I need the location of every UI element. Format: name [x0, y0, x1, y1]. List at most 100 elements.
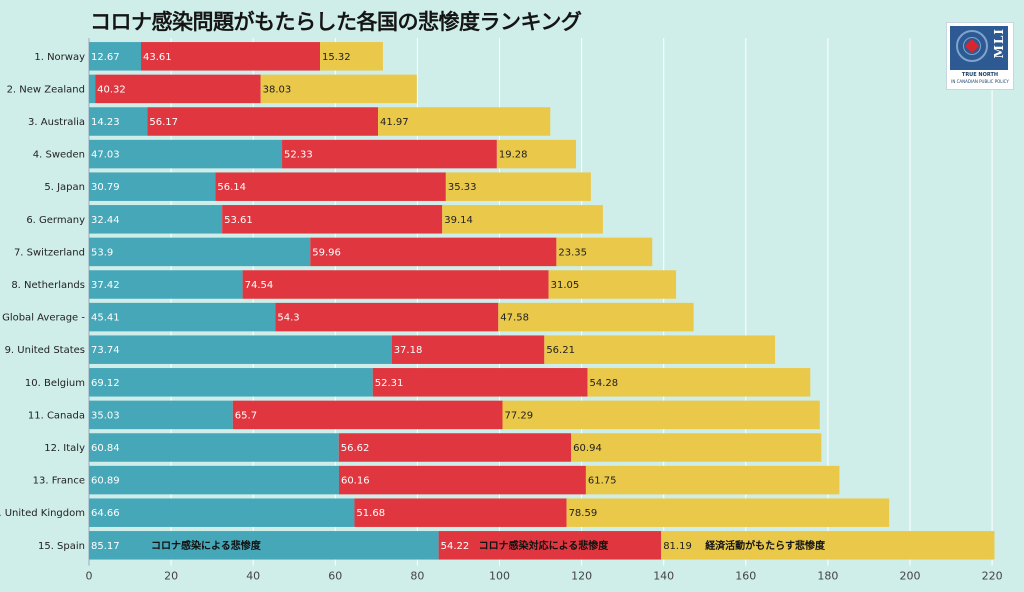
value-label: 12.67 [91, 52, 120, 63]
bar-segment [275, 302, 499, 332]
category-label: 10. Belgium [25, 378, 85, 389]
bar-segment [442, 205, 603, 234]
x-tick-label: 120 [571, 570, 592, 583]
bar-segment [338, 433, 572, 462]
page-title: コロナ感染問題がもたらした各国の悲惨度ランキング [90, 10, 582, 34]
value-label: 60.16 [341, 476, 370, 487]
category-label: 3. Australia [28, 117, 85, 128]
value-label: 61.75 [588, 476, 617, 487]
bar-segment [260, 74, 417, 104]
bar-segment [89, 237, 311, 267]
value-label: 38.03 [263, 84, 292, 95]
bar-segment [585, 465, 840, 495]
bar-segment [661, 531, 995, 560]
value-label: 56.62 [341, 443, 370, 454]
x-axis: 0 20 40 60 80 100 120 140 160 180 200 220 [86, 570, 1003, 583]
value-label: 56.14 [217, 182, 246, 193]
value-label: 81.19 [663, 541, 692, 552]
bar-segment [310, 237, 557, 267]
bar-segment [89, 139, 283, 169]
value-label: 69.12 [91, 378, 120, 389]
bar-segment [89, 531, 439, 560]
category-label: 4. Sweden [33, 150, 85, 161]
category-label: 15. Spain [38, 541, 85, 552]
value-label: 59.96 [312, 247, 341, 258]
value-label: 41.97 [380, 117, 409, 128]
legend-entry: 経済活動がもたらす悲惨度 [705, 539, 826, 552]
bar-segment [566, 498, 890, 527]
value-label: 73.74 [91, 345, 120, 356]
category-label: 7. Switzerland [14, 247, 85, 258]
value-label: 45.41 [91, 313, 120, 324]
value-label: 43.61 [143, 52, 172, 63]
value-label: 78.59 [569, 508, 598, 519]
value-label: 35.33 [448, 182, 477, 193]
bar-segment [89, 172, 216, 201]
value-label: 30.79 [91, 182, 120, 193]
x-tick-label: 140 [653, 570, 674, 583]
value-label: 19.28 [499, 150, 528, 161]
bar-segment [95, 74, 261, 104]
bar-segment [354, 498, 567, 527]
value-label: 37.42 [91, 280, 120, 291]
value-label: 40.32 [97, 84, 126, 95]
value-label: 15.32 [322, 52, 351, 63]
logo-subtagline: IN CANADIAN PUBLIC POLICY [951, 79, 1009, 84]
bar-segment [89, 270, 243, 299]
bar-segment [282, 139, 497, 169]
x-tick-label: 160 [735, 570, 756, 583]
value-label: 37.18 [394, 345, 423, 356]
bar-segment [89, 205, 223, 234]
logo-tagline: TRUE NORTH [961, 72, 999, 78]
value-label: 54.28 [589, 378, 618, 389]
category-label: 8. Netherlands [11, 280, 85, 291]
legend-entry: コロナ感染による悲惨度 [151, 539, 262, 552]
bar-segment [445, 172, 591, 201]
bar-segment [89, 465, 339, 495]
x-tick-label: 0 [86, 570, 93, 583]
bar-segment [377, 107, 551, 136]
bar-segment [141, 42, 321, 71]
bar-segment [89, 335, 392, 364]
bar-segment [338, 465, 586, 495]
value-label: 54.22 [441, 541, 470, 552]
mli-logo: MLI TRUE NORTH IN CANADIAN PUBLIC POLICY [946, 22, 1014, 90]
value-label: 39.14 [444, 215, 473, 226]
value-label: 65.7 [235, 410, 257, 421]
compass-rose-icon: MLI [950, 26, 1008, 70]
bar-segment [372, 368, 588, 397]
x-tick-label: 200 [900, 570, 921, 583]
value-label: 23.35 [558, 247, 587, 258]
value-label: 77.29 [504, 410, 533, 421]
bar-segment [222, 205, 443, 234]
bar-segment [548, 270, 677, 299]
labels: 1. Norway 12.67 43.61 15.32 2. New Zealand 40… [0, 52, 826, 552]
category-label: - Global Average - [0, 313, 85, 324]
category-label: 13. France [33, 476, 85, 487]
bar-segment [391, 335, 545, 364]
x-tick-label: 40 [246, 570, 260, 583]
bar-segment [498, 302, 694, 332]
bar-segment [502, 400, 820, 430]
bar-segment [89, 302, 276, 332]
value-label: 51.68 [356, 508, 385, 519]
category-label: 5. Japan [44, 182, 85, 193]
value-label: 60.94 [573, 443, 602, 454]
bar-segment [587, 368, 811, 397]
category-label: 11. Canada [28, 410, 85, 421]
category-label: 2. New Zealand [7, 84, 85, 95]
value-label: 53.9 [91, 247, 113, 258]
value-label: 32.44 [91, 215, 120, 226]
value-label: 56.17 [149, 117, 178, 128]
value-label: 52.33 [284, 150, 313, 161]
category-label: 14. United Kingdom [0, 508, 85, 519]
value-label: 85.17 [91, 541, 120, 552]
bar-segment [89, 498, 355, 527]
value-label: 60.89 [91, 476, 120, 487]
value-label: 47.03 [91, 150, 120, 161]
x-tick-label: 80 [410, 570, 424, 583]
x-tick-label: 60 [328, 570, 342, 583]
category-label: 12. Italy [44, 443, 85, 454]
value-label: 52.31 [375, 378, 404, 389]
